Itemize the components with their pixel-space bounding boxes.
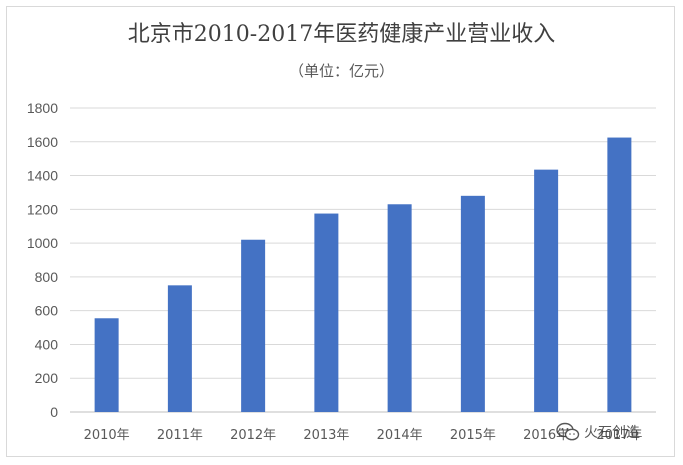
x-tick-label: 2011年 <box>157 428 203 443</box>
y-tick-label: 400 <box>35 336 59 352</box>
y-tick-label: 0 <box>50 404 58 420</box>
y-tick-label: 800 <box>35 269 59 285</box>
watermark: 火石创造 <box>556 419 668 445</box>
y-tick-label: 1200 <box>27 201 58 217</box>
x-tick-label: 2015年 <box>450 428 496 443</box>
bar <box>534 169 559 412</box>
y-tick-label: 1800 <box>27 100 58 116</box>
watermark-text: 火石创造 <box>584 425 640 441</box>
chart-title: 北京市2010-2017年医药健康产业营业收入 <box>127 22 556 47</box>
x-tick-label: 2010年 <box>84 428 130 443</box>
x-tick-label: 2017年 <box>596 428 642 443</box>
y-tick-label: 1400 <box>27 168 58 184</box>
x-tick-label: 2012年 <box>230 428 276 443</box>
chart-subtitle: （单位：亿元） <box>288 62 394 80</box>
bar <box>314 213 339 412</box>
bar <box>94 318 119 412</box>
y-tick-label: 1000 <box>27 235 58 251</box>
bar <box>241 239 266 412</box>
y-tick-label: 600 <box>35 303 59 319</box>
bar <box>607 137 632 413</box>
y-tick-label: 200 <box>35 370 59 386</box>
bar <box>460 195 485 412</box>
wechat-icon <box>556 422 580 441</box>
bar <box>387 204 412 412</box>
bar <box>167 285 192 412</box>
x-tick-label: 2013年 <box>303 428 349 443</box>
x-tick-label: 2014年 <box>377 428 423 443</box>
y-tick-label: 1600 <box>27 134 58 150</box>
